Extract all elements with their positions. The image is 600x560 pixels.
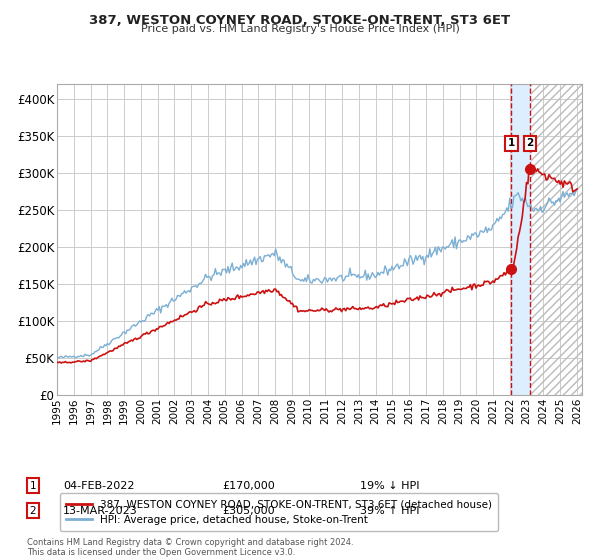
- Text: 39% ↑ HPI: 39% ↑ HPI: [360, 506, 419, 516]
- Text: 19% ↓ HPI: 19% ↓ HPI: [360, 480, 419, 491]
- Text: 13-MAR-2023: 13-MAR-2023: [63, 506, 138, 516]
- Text: £170,000: £170,000: [222, 480, 275, 491]
- Text: £305,000: £305,000: [222, 506, 275, 516]
- Text: 2: 2: [29, 506, 37, 516]
- Text: 1: 1: [508, 138, 515, 148]
- Text: 2: 2: [527, 138, 534, 148]
- Bar: [530, 84, 586, 395]
- Text: 04-FEB-2022: 04-FEB-2022: [63, 480, 134, 491]
- Legend: 387, WESTON COYNEY ROAD, STOKE-ON-TRENT, ST3 6ET (detached house), HPI: Average : 387, WESTON COYNEY ROAD, STOKE-ON-TRENT,…: [59, 493, 499, 531]
- Text: 387, WESTON COYNEY ROAD, STOKE-ON-TRENT, ST3 6ET: 387, WESTON COYNEY ROAD, STOKE-ON-TRENT,…: [89, 14, 511, 27]
- Text: Price paid vs. HM Land Registry's House Price Index (HPI): Price paid vs. HM Land Registry's House …: [140, 24, 460, 34]
- Text: 1: 1: [29, 480, 37, 491]
- Bar: [530, 84, 586, 395]
- Text: Contains HM Land Registry data © Crown copyright and database right 2024.
This d: Contains HM Land Registry data © Crown c…: [27, 538, 353, 557]
- Bar: [511, 84, 530, 395]
